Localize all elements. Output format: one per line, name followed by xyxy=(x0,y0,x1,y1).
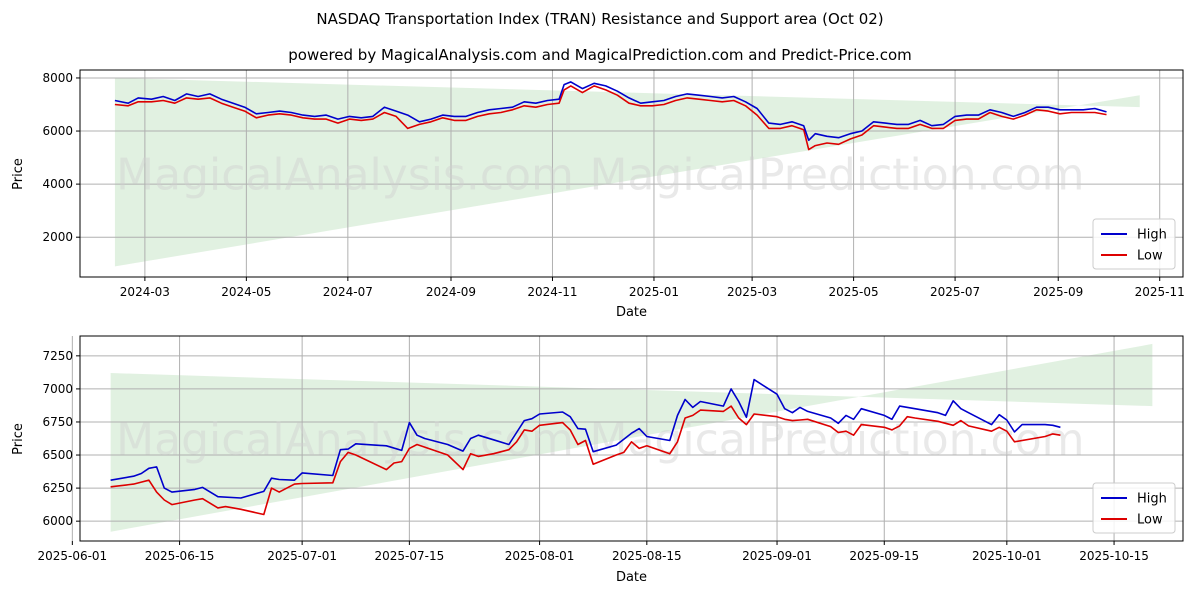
x-tick-label: 2025-08-15 xyxy=(612,549,682,563)
watermark-left: MagicalAnalysis.com xyxy=(116,150,574,201)
legend-label-high: High xyxy=(1137,492,1167,507)
x-tick-label: 2025-07-01 xyxy=(267,549,337,563)
y-tick-label: 2000 xyxy=(42,230,73,244)
x-tick-label: 2025-08-01 xyxy=(505,549,575,563)
x-tick-label: 2025-06-15 xyxy=(145,549,215,563)
x-tick-label: 2025-09 xyxy=(1033,285,1083,299)
series-low-line xyxy=(110,405,1061,516)
y-tick-label: 4000 xyxy=(42,177,73,191)
x-tick-label: 2025-11 xyxy=(1135,285,1185,299)
y-tick-label: 6250 xyxy=(42,481,73,495)
legend: High Low xyxy=(1092,482,1176,534)
x-tick-label: 2024-03 xyxy=(120,285,170,299)
y-tick-label: 7000 xyxy=(42,382,73,396)
y-tick-label: 8000 xyxy=(42,71,73,85)
y-tick-label: 7250 xyxy=(42,349,73,363)
chart-title: NASDAQ Transportation Index (TRAN) Resis… xyxy=(316,10,884,28)
x-tick-label: 2024-07 xyxy=(323,285,373,299)
x-tick-label: 2025-01 xyxy=(629,285,679,299)
x-tick-label: 2025-03 xyxy=(727,285,777,299)
x-tick-label: 2024-11 xyxy=(527,285,577,299)
legend-label-low: Low xyxy=(1137,513,1163,528)
chart-panel-1: 2024-03 2024-05 2024-07 2024-09 2024-11 2025-… xyxy=(11,69,1185,320)
x-tick-label: 2024-05 xyxy=(221,285,271,299)
x-tick-label: 2025-09-01 xyxy=(742,549,812,563)
legend-box xyxy=(1092,218,1176,270)
y-axis-label: Price xyxy=(11,158,26,190)
plot-frame xyxy=(79,335,1184,542)
legend: High Low xyxy=(1092,218,1176,270)
x-tick-label: 2025-10-01 xyxy=(972,549,1042,563)
series-high-line xyxy=(110,378,1061,499)
watermark-left: MagicalAnalysis.com xyxy=(116,415,574,466)
y-axis-label: Price xyxy=(11,423,26,455)
x-tick-label: 2025-06-01 xyxy=(37,549,107,563)
x-axis-label: Date xyxy=(616,305,647,320)
y-tick-label: 6750 xyxy=(42,415,73,429)
series-low-line xyxy=(114,85,1107,151)
support-resistance-band xyxy=(114,77,1140,267)
y-tick-label: 6500 xyxy=(42,448,73,462)
chart-panel-2: 2025-06-01 2025-06-15 2025-07-01 2025-07-15… xyxy=(11,335,1184,585)
series-high-line xyxy=(114,81,1107,142)
x-tick-label: 2025-07-15 xyxy=(374,549,444,563)
x-axis-label: Date xyxy=(616,570,647,585)
x-tick-label: 2024-09 xyxy=(426,285,476,299)
x-tick-label: 2025-10-15 xyxy=(1079,549,1149,563)
x-tick-label: 2025-07 xyxy=(930,285,980,299)
x-tick-label: 2025-05 xyxy=(829,285,879,299)
plot-frame xyxy=(79,69,1184,278)
x-tick-label: 2025-09-15 xyxy=(849,549,919,563)
watermark-right: MagicalPrediction.com xyxy=(590,150,1085,201)
chart-subtitle: powered by MagicalAnalysis.com and Magic… xyxy=(288,46,912,64)
legend-label-high: High xyxy=(1137,228,1167,243)
legend-label-low: Low xyxy=(1137,249,1163,264)
support-resistance-band xyxy=(110,343,1153,532)
y-tick-label: 6000 xyxy=(42,514,73,528)
y-tick-label: 6000 xyxy=(42,124,73,138)
legend-box xyxy=(1092,482,1176,534)
